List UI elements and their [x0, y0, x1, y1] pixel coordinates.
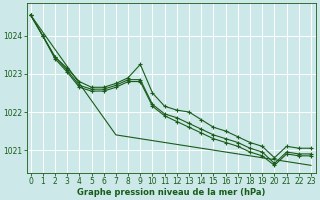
X-axis label: Graphe pression niveau de la mer (hPa): Graphe pression niveau de la mer (hPa): [77, 188, 266, 197]
